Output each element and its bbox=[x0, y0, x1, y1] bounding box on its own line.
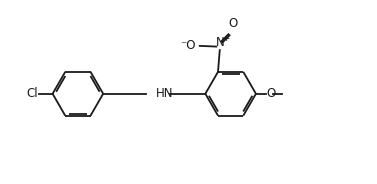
Text: ⁻O: ⁻O bbox=[180, 39, 196, 52]
Text: N: N bbox=[216, 36, 225, 49]
Text: O: O bbox=[266, 87, 275, 100]
Text: HN: HN bbox=[156, 87, 174, 100]
Text: O: O bbox=[228, 17, 238, 30]
Text: +: + bbox=[222, 34, 229, 43]
Text: Cl: Cl bbox=[26, 87, 38, 100]
